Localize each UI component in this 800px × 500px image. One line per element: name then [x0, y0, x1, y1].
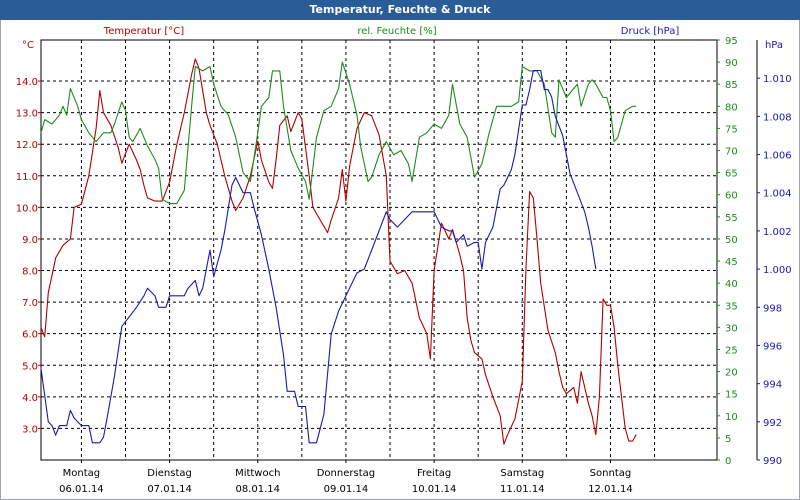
- humidity-tick-label: 85: [725, 80, 738, 91]
- temperature-tick-label: 3.0: [22, 424, 38, 435]
- temperature-tick-label: 9.0: [22, 235, 38, 246]
- temperature-tick-label: 8.0: [22, 267, 38, 278]
- pressure-tick-label: 1.000: [763, 265, 792, 276]
- temperature-tick-label: 11.0: [16, 172, 38, 183]
- humidity-tick-label: 25: [725, 345, 738, 356]
- humidity-series-line: [40, 61, 637, 205]
- humidity-tick-label: 75: [725, 124, 738, 135]
- x-date-label: 11.01.14: [500, 484, 545, 495]
- temperature-unit-label: °C: [22, 40, 34, 51]
- pressure-tick-label: 990: [763, 456, 782, 467]
- window-title: Temperatur, Feuchte & Druck: [0, 0, 800, 20]
- x-date-label: 09.01.14: [324, 484, 369, 495]
- temperature-axis-title: Temperatur [°C]: [103, 26, 184, 37]
- temperature-tick-label: 6.0: [22, 330, 38, 341]
- pressure-axis-title: Druck [hPa]: [621, 26, 680, 37]
- humidity-tick-label: 40: [725, 279, 738, 290]
- pressure-tick-label: 998: [763, 303, 782, 314]
- x-day-label: Donnerstag: [317, 468, 375, 479]
- pressure-tick-label: 1.002: [763, 227, 792, 238]
- pressure-tick-label: 1.010: [763, 74, 792, 85]
- humidity-tick-label: 90: [725, 58, 738, 69]
- humidity-tick-label: 20: [725, 368, 738, 379]
- pressure-tick-label: 996: [763, 341, 782, 352]
- grid: [40, 39, 758, 461]
- pressure-tick-label: 1.008: [763, 112, 792, 123]
- x-day-label: Sonntag: [590, 468, 632, 479]
- humidity-tick-label: 55: [725, 213, 738, 224]
- humidity-tick-label: 30: [725, 323, 738, 334]
- humidity-tick-label: 95: [725, 36, 738, 47]
- temperature-series-line: [40, 58, 637, 445]
- humidity-tick-label: 15: [725, 390, 738, 401]
- humidity-tick-label: 70: [725, 147, 738, 158]
- labels: 3.0 4.0 5.0 6.0 7.0 8.0 9.0 10.0 11.0 12.0 13.0 14.…: [16, 26, 792, 495]
- x-date-label: 10.01.14: [412, 484, 457, 495]
- temperature-tick-label: 4.0: [22, 393, 38, 404]
- humidity-tick-label: 35: [725, 301, 738, 312]
- humidity-tick-label: 0: [725, 456, 731, 467]
- temperature-tick-label: 5.0: [22, 361, 38, 372]
- humidity-tick-label: 45: [725, 257, 738, 268]
- x-day-label: Dienstag: [147, 468, 192, 479]
- x-date-label: 07.01.14: [147, 484, 192, 495]
- humidity-tick-label: 50: [725, 235, 738, 246]
- x-date-label: 08.01.14: [235, 484, 280, 495]
- humidity-tick-label: 60: [725, 191, 738, 202]
- x-date-label: 12.01.14: [588, 484, 633, 495]
- pressure-tick-label: 992: [763, 418, 782, 429]
- x-day-label: Samstag: [500, 468, 544, 479]
- x-day-label: Montag: [63, 468, 100, 479]
- plot-area-border: [40, 39, 718, 461]
- temperature-tick-label: 7.0: [22, 298, 38, 309]
- humidity-tick-label: 65: [725, 169, 738, 180]
- temperature-tick-label: 12.0: [16, 140, 38, 151]
- humidity-tick-label: 10: [725, 412, 738, 423]
- pressure-unit-label: hPa: [765, 40, 783, 51]
- x-day-label: Mittwoch: [235, 468, 280, 479]
- humidity-axis-title: rel. Feuchte [%]: [357, 26, 436, 37]
- pressure-series-line: [40, 69, 597, 444]
- temperature-tick-label: 10.0: [16, 203, 38, 214]
- pressure-tick-label: 994: [763, 380, 782, 391]
- humidity-tick-label: 80: [725, 102, 738, 113]
- temperature-tick-label: 14.0: [16, 77, 38, 88]
- pressure-tick-label: 1.004: [763, 189, 792, 200]
- x-day-label: Freitag: [417, 468, 451, 479]
- humidity-tick-label: 5: [725, 434, 731, 445]
- temperature-tick-label: 13.0: [16, 109, 38, 120]
- pressure-tick-label: 1.006: [763, 151, 792, 162]
- x-date-label: 06.01.14: [59, 484, 104, 495]
- series-layer: [40, 58, 637, 445]
